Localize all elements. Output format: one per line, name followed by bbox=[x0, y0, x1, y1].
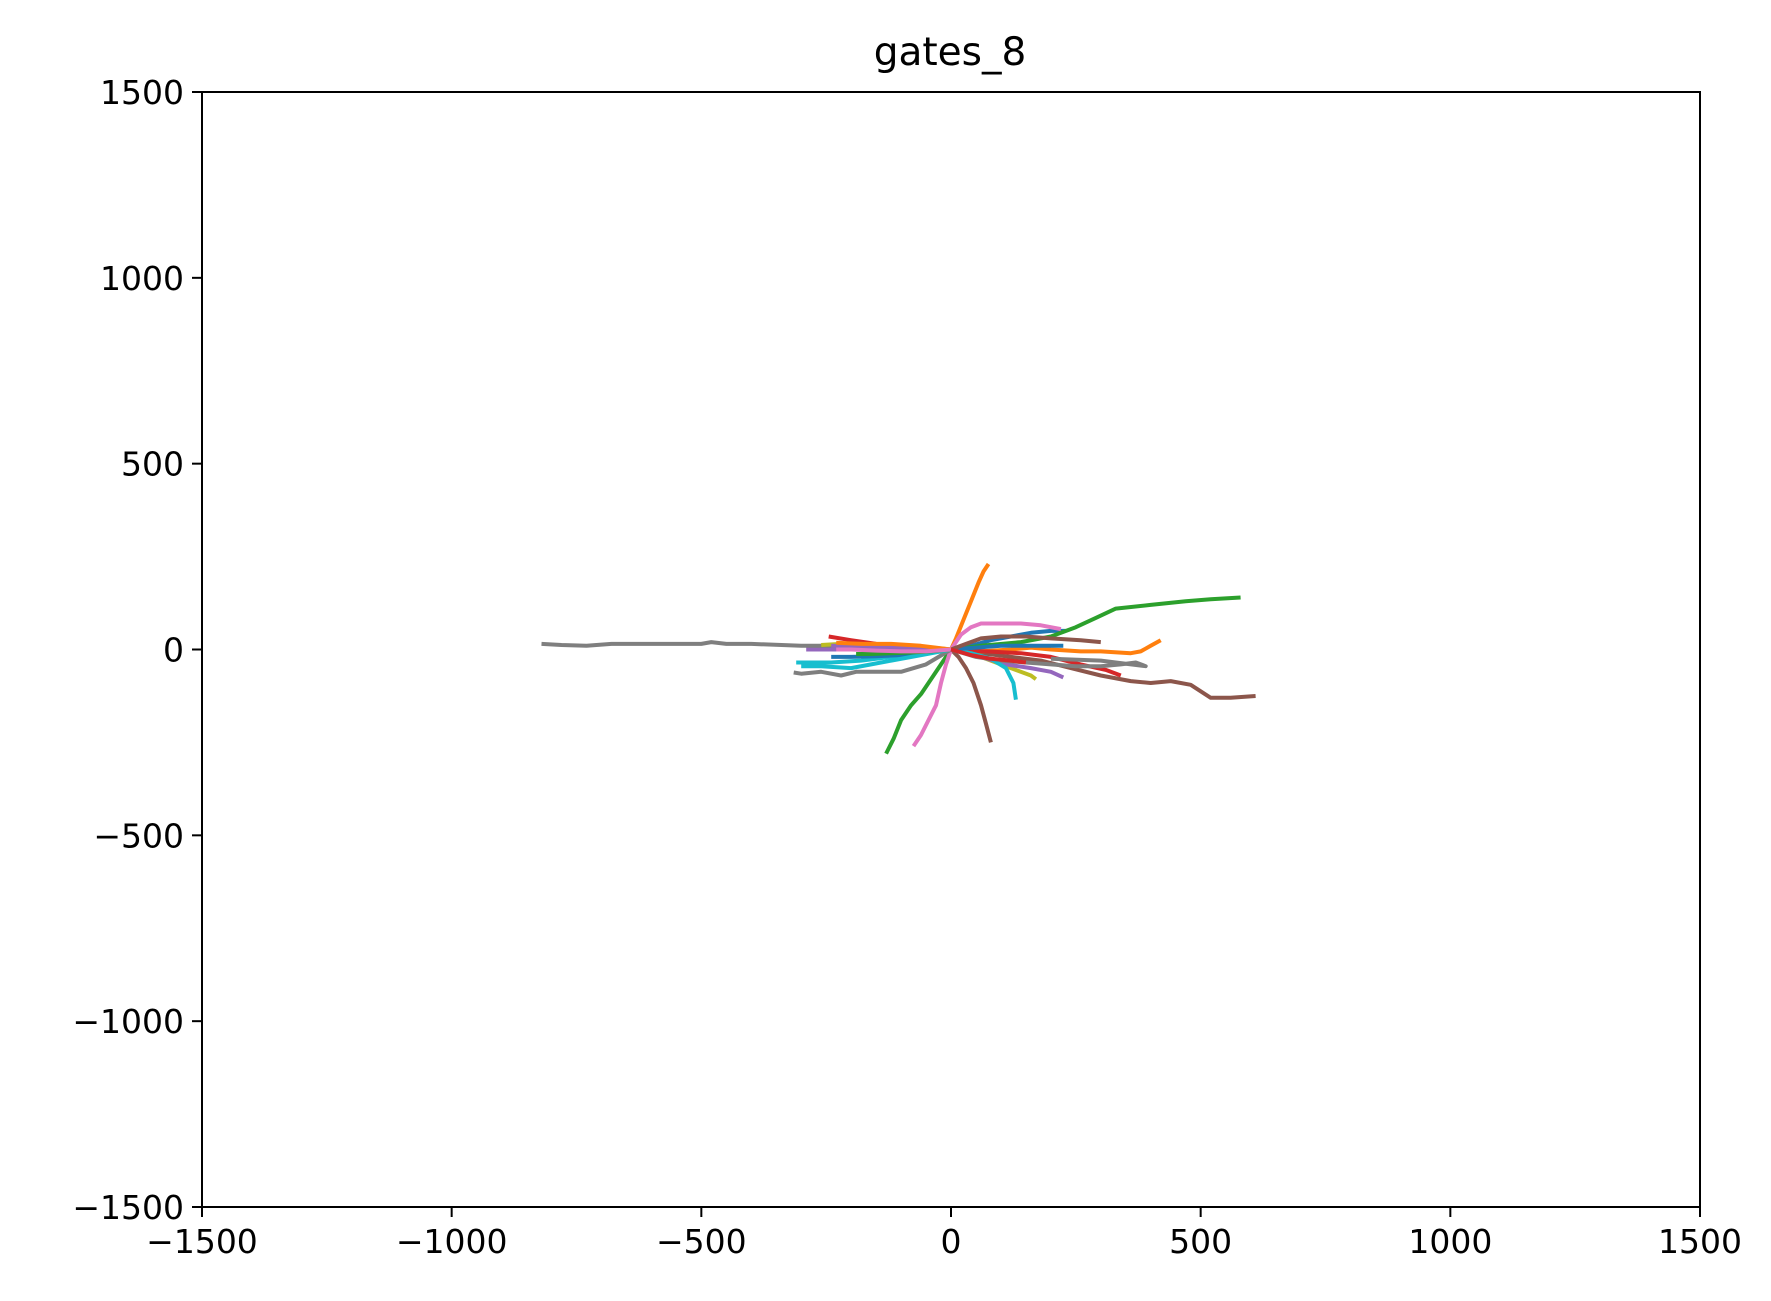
y-tick-label: −1000 bbox=[72, 1002, 184, 1041]
trajectory-line-13 bbox=[884, 648, 953, 755]
trajectory-line-7 bbox=[949, 621, 1062, 651]
trajectory-line-3 bbox=[950, 595, 1241, 652]
y-axis: −1500 −1000 −500 0 500 1000 1500 bbox=[72, 73, 202, 1227]
y-tick-label: 500 bbox=[121, 445, 184, 484]
y-tick-label: 1500 bbox=[100, 73, 184, 112]
trajectory-line-14 bbox=[950, 647, 1122, 678]
trajectory-line-25 bbox=[950, 634, 1101, 652]
trajectory-line-19 bbox=[793, 647, 953, 678]
x-tick-label: −1500 bbox=[146, 1222, 258, 1261]
y-tick-label: 0 bbox=[163, 631, 184, 670]
series-layer bbox=[541, 562, 1256, 755]
trajectory-line-12 bbox=[950, 638, 1162, 656]
x-tick-label: −500 bbox=[656, 1222, 747, 1261]
trajectory-line-22 bbox=[801, 647, 952, 671]
trajectory-line-27 bbox=[836, 640, 952, 652]
y-tick-label: 1000 bbox=[100, 259, 184, 298]
x-tick-label: 1000 bbox=[1408, 1222, 1492, 1261]
trajectory-line-6 bbox=[950, 647, 1256, 700]
trajectory-line-17 bbox=[911, 648, 953, 748]
x-tick-label: 0 bbox=[941, 1222, 962, 1261]
trajectory-line-2 bbox=[949, 562, 991, 651]
trajectory-line-23 bbox=[950, 643, 1064, 652]
x-tick-label: 500 bbox=[1169, 1222, 1232, 1261]
trajectory-line-28 bbox=[836, 647, 952, 654]
x-axis: −1500 −1000 −500 0 500 1000 1500 bbox=[146, 1207, 1742, 1261]
trajectory-line-29 bbox=[950, 647, 1027, 665]
y-tick-label: −1500 bbox=[72, 1188, 184, 1227]
chart-title: gates_8 bbox=[874, 30, 1027, 75]
x-tick-label: 1500 bbox=[1658, 1222, 1742, 1261]
x-tick-label: −1000 bbox=[396, 1222, 508, 1261]
trajectory-line-16 bbox=[949, 648, 993, 743]
y-tick-label: −500 bbox=[93, 816, 184, 855]
